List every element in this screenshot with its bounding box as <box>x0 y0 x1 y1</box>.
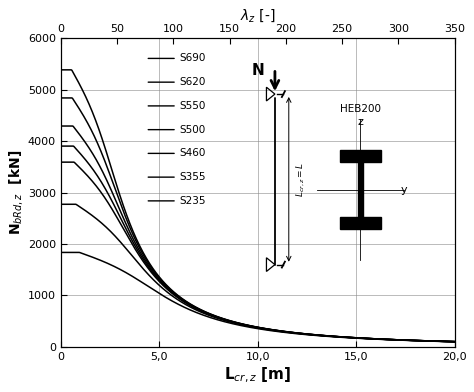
X-axis label: $\mathbf{L}_{cr,z}$ [m]: $\mathbf{L}_{cr,z}$ [m] <box>224 366 292 385</box>
Text: y: y <box>400 185 407 195</box>
Bar <box>358 162 363 217</box>
Text: S550: S550 <box>179 101 205 111</box>
Text: HEB200: HEB200 <box>340 103 381 114</box>
Text: S690: S690 <box>179 53 205 64</box>
Text: $L_{cr,z} = L$: $L_{cr,z} = L$ <box>295 162 307 197</box>
Text: S500: S500 <box>179 125 205 134</box>
Text: S355: S355 <box>179 172 205 182</box>
X-axis label: $\lambda_z$ [-]: $\lambda_z$ [-] <box>240 7 275 24</box>
Text: z: z <box>357 117 363 127</box>
Bar <box>340 150 381 162</box>
Text: N: N <box>252 63 264 78</box>
Y-axis label: $\mathbf{N}_{bRd,z}$  [kN]: $\mathbf{N}_{bRd,z}$ [kN] <box>7 150 25 235</box>
Text: S460: S460 <box>179 149 205 158</box>
Text: S620: S620 <box>179 77 205 87</box>
Text: S235: S235 <box>179 196 205 206</box>
Bar <box>340 217 381 229</box>
